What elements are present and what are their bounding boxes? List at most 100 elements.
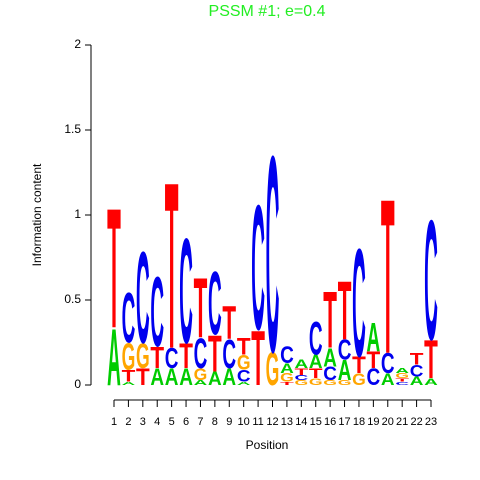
letter: G [338, 379, 352, 387]
x-tick-label: 18 [353, 416, 365, 428]
x-tick-label: 11 [252, 416, 263, 428]
letter: T [352, 352, 366, 379]
y-axis-label: Information content [30, 163, 44, 266]
letter: G [294, 379, 308, 387]
letter: T [410, 350, 425, 369]
x-tick-label: 3 [140, 416, 146, 428]
x-tick-label: 14 [295, 416, 307, 428]
letter: T [122, 367, 137, 386]
y-tick-label: 1 [74, 207, 81, 221]
letter: C [424, 184, 438, 376]
x-tick-label: 20 [382, 416, 394, 428]
letter: G [309, 377, 323, 387]
y-tick-label: 1.5 [64, 122, 81, 136]
letter: T [323, 276, 337, 365]
letter: T [150, 341, 164, 376]
letter: C [352, 218, 366, 390]
letter: G [395, 372, 409, 380]
y-tick-label: 0.5 [64, 292, 81, 306]
letter: C [381, 348, 395, 380]
letter: C [208, 253, 222, 354]
letter: T [136, 364, 150, 391]
letter: G [136, 336, 150, 376]
letter: T [107, 172, 121, 364]
x-tick-label: 1 [111, 416, 117, 428]
letter: C [194, 329, 208, 377]
letter: A [194, 379, 208, 387]
letter: C [179, 207, 193, 375]
x-tick-label: 4 [154, 416, 160, 428]
x-tick-label: 17 [338, 416, 350, 428]
letter: C [280, 342, 294, 369]
letter: T [179, 336, 193, 376]
x-tick-label: 10 [238, 416, 250, 428]
letter: A [280, 360, 294, 376]
letter: C [165, 343, 179, 375]
x-tick-label: 5 [169, 416, 175, 428]
x-axis-label: Position [246, 438, 289, 452]
letter: C [150, 258, 164, 369]
y-tick-label: 2 [74, 37, 81, 51]
x-tick-label: 22 [410, 416, 422, 428]
letter: A [237, 381, 252, 386]
letter: G [266, 343, 280, 396]
letter: A [395, 367, 409, 375]
letter: T [251, 314, 265, 402]
letter: A [410, 374, 424, 388]
letter: A [107, 314, 121, 403]
letter: T [294, 367, 309, 377]
letter: G [323, 379, 337, 387]
chart-title: PSSM #1; e=0.4 [209, 3, 326, 20]
letter: T [194, 261, 208, 356]
letter: A [179, 364, 193, 391]
letter: C [237, 367, 251, 386]
letter: A [150, 364, 164, 391]
letter: C [222, 333, 236, 377]
x-tick-label: 12 [266, 416, 278, 428]
x-tick-label: 7 [197, 416, 203, 428]
letter: A [294, 357, 308, 371]
letter: T [395, 378, 410, 383]
letter: T [338, 264, 352, 357]
letter: T [367, 347, 381, 374]
letter: T [381, 154, 395, 401]
y-tick-label: 0 [74, 377, 81, 391]
letter: C [266, 98, 280, 412]
letter: C [367, 364, 381, 391]
letter: C [136, 224, 150, 370]
letter: C [122, 279, 136, 358]
letter: T [165, 133, 179, 398]
letter: T [237, 334, 251, 361]
letter: A [309, 351, 323, 373]
letter: A [222, 364, 236, 391]
letter: T [309, 365, 323, 381]
letter: G [280, 370, 294, 384]
x-tick-label: 13 [281, 416, 293, 428]
letter: G [352, 371, 366, 390]
x-tick-label: 23 [425, 416, 437, 428]
letter: A [323, 344, 337, 373]
letter: T [280, 381, 295, 386]
x-tick-label: 9 [226, 416, 232, 428]
letter: C [251, 168, 265, 367]
x-tick-label: 21 [396, 416, 408, 428]
letter: G [237, 351, 251, 375]
letter: C [309, 312, 323, 365]
x-tick-label: 8 [212, 416, 218, 428]
x-tick-label: 2 [125, 416, 131, 428]
letter: G [122, 336, 136, 379]
x-tick-label: 16 [324, 416, 336, 428]
letter: A [381, 371, 395, 390]
letter: A [367, 316, 381, 360]
letter: G [194, 366, 208, 385]
letter: C [323, 363, 337, 385]
letter: C [294, 374, 308, 382]
letter: T [424, 330, 438, 390]
letter: C [338, 334, 352, 366]
letter: C [410, 362, 424, 381]
letter: A [165, 364, 179, 391]
x-tick-label: 15 [310, 416, 322, 428]
letter: A [338, 354, 352, 386]
x-tick-label: 19 [367, 416, 379, 428]
